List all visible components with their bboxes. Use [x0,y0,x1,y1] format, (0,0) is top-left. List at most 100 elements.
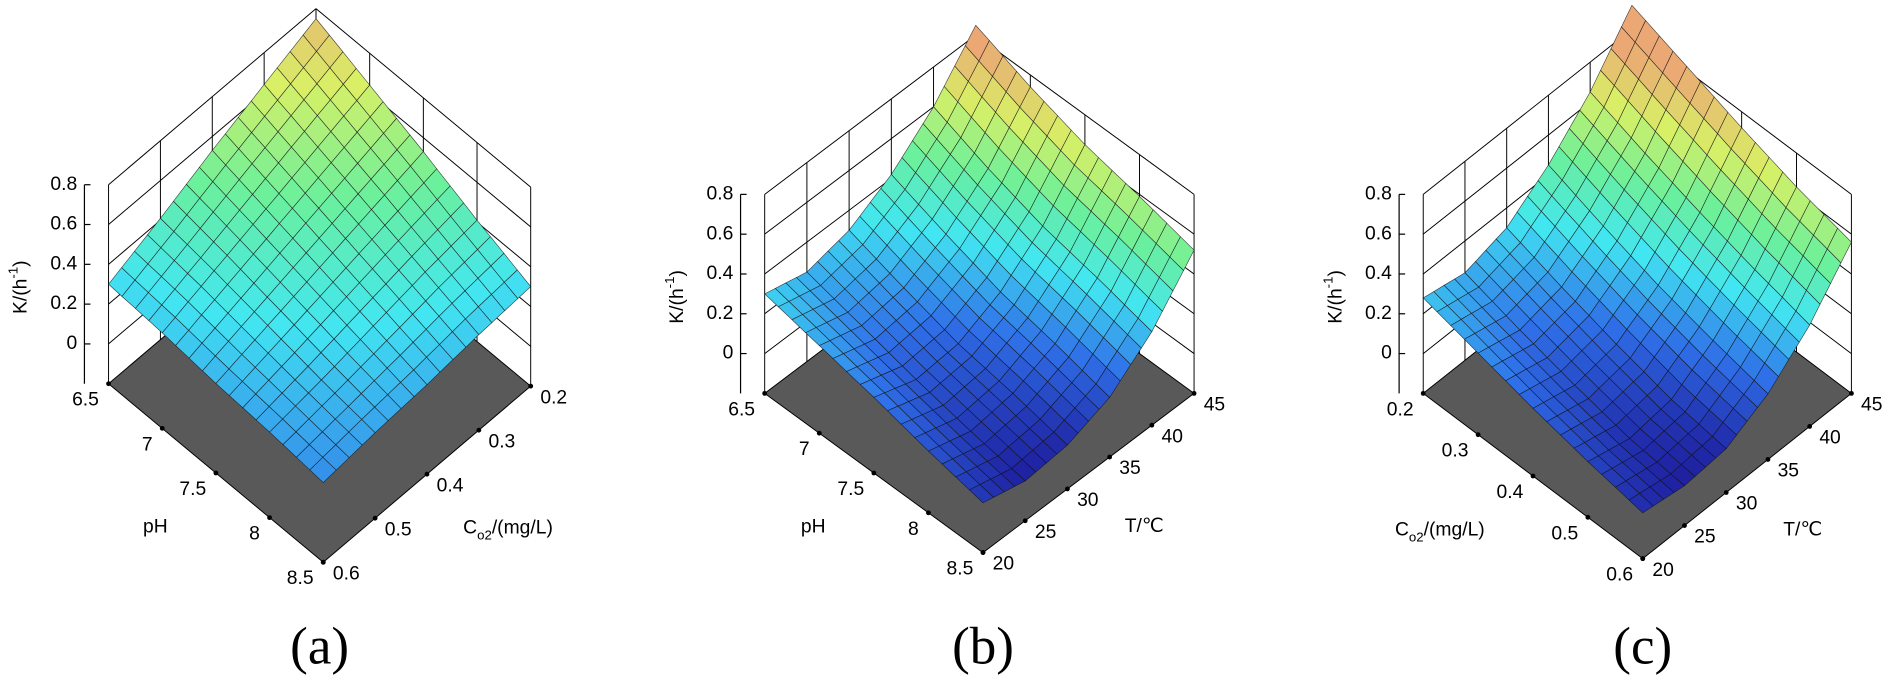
x-tick-label: 0.2 [1387,399,1414,420]
z-tick-label: 0.6 [1365,223,1392,244]
z-axis-title-part: K/(h [1325,288,1346,323]
y-tick-label: 35 [1119,458,1140,479]
y-tick-label: 0.2 [540,387,567,408]
z-axis-title-part: ) [667,270,688,276]
z-axis-title: K/(h-1) [6,260,32,314]
x-tick-label: 8.5 [947,559,974,580]
y-axis-title-part: T/℃ [1783,519,1822,540]
z-axis-title-part: -1 [1320,277,1335,289]
z-axis-title-part: -1 [6,267,21,279]
y-tick [1022,518,1028,524]
surface-patch [1628,493,1654,514]
x-tick [762,390,768,396]
caption: (c) [1613,618,1672,676]
surface-patch [309,456,337,484]
z-tick-label: 0.2 [707,303,734,324]
y-axis-title-part: C [463,518,477,539]
y-tick-label: 20 [1652,560,1673,581]
y-tick [1149,422,1155,428]
x-axis-title-part: C [1395,519,1409,540]
wall-grid-line [108,8,317,186]
x-tick-label: 6.5 [72,390,99,411]
x-axis-title: pH [801,516,826,537]
y-tick [528,383,534,389]
x-tick-label: 0.6 [1606,565,1633,586]
x-tick [267,515,272,521]
x-tick-label: 7 [142,434,153,455]
y-tick [1640,556,1646,562]
z-tick-label: 0.8 [707,183,734,204]
wall-grid-line [315,8,532,188]
y-tick [372,515,378,521]
y-tick [1807,424,1813,429]
x-tick [1530,473,1536,479]
x-tick [159,425,165,431]
z-axis-title-part: -1 [662,277,677,289]
z-tick-label: 0.6 [50,214,77,235]
y-tick [476,427,482,433]
y-tick-label: 0.6 [333,563,360,584]
x-tick-label: 0.3 [1442,441,1469,462]
y-axis-title: Co2/(mg/L) [463,518,553,543]
x-tick [871,470,877,476]
y-tick [1723,490,1729,495]
z-tick-label: 0.6 [707,223,734,244]
x-axis-title-part: /(mg/L) [1424,519,1485,540]
z-axis-title-part: K/(h [11,279,32,314]
z-tick-label: 0.2 [1365,303,1392,324]
y-tick-label: 0.4 [437,475,464,496]
x-tick [1420,390,1426,396]
y-axis-title: T/℃ [1783,519,1822,540]
y-tick-label: 40 [1819,428,1840,449]
x-axis-title-part: o2 [1409,529,1424,544]
surface-patch [968,484,995,504]
z-tick-label: 0.2 [50,293,77,314]
z-axis-title: K/(h-1) [1320,270,1346,324]
y-tick-label: 30 [1736,494,1757,515]
y-tick-label: 0.5 [385,519,412,540]
z-tick-label: 0.8 [50,174,77,195]
z-tick-label: 0 [1381,343,1392,364]
caption: (b) [952,618,1014,676]
y-tick [320,559,326,565]
y-axis-title: T/℃ [1125,516,1164,537]
x-tick-label: 7.5 [837,479,864,500]
z-tick-label: 0 [66,333,77,354]
z-axis-title: K/(h-1) [662,270,688,324]
x-tick [106,381,111,387]
y-tick [1107,454,1113,460]
y-tick [424,471,430,477]
caption: (a) [290,618,349,676]
x-tick-label: 8 [908,519,919,540]
y-tick-label: 25 [1035,522,1056,543]
y-tick-label: 40 [1161,426,1182,447]
x-tick [1585,514,1591,520]
z-axis-title-part: K/(h [667,288,688,323]
z-axis-title-part: ) [1325,270,1346,276]
y-tick-label: 35 [1778,461,1799,482]
x-tick-label: 7.5 [179,479,206,500]
y-tick [1065,486,1070,492]
x-tick-label: 8.5 [287,568,314,589]
y-tick [1765,457,1771,462]
y-tick [1848,390,1854,396]
x-tick [213,470,219,476]
x-tick-label: 7 [799,439,810,460]
y-tick [980,550,986,555]
wall-grid-line [975,34,1195,195]
y-tick-label: 25 [1694,527,1715,548]
x-tick-label: 0.5 [1551,523,1578,544]
y-tick [1191,390,1197,396]
wall-grid-line [764,34,977,195]
y-tick-label: 0.3 [488,431,515,452]
y-tick-label: 20 [993,554,1014,575]
x-tick [1475,432,1481,438]
z-tick-label: 0.4 [707,263,734,284]
y-tick [1682,523,1687,528]
z-axis-title-part: ) [11,260,32,266]
y-axis-title-part: /(mg/L) [492,518,553,539]
y-tick-label: 45 [1861,395,1882,416]
y-axis-title-part: T/℃ [1125,516,1164,537]
z-tick-label: 0 [723,343,734,364]
